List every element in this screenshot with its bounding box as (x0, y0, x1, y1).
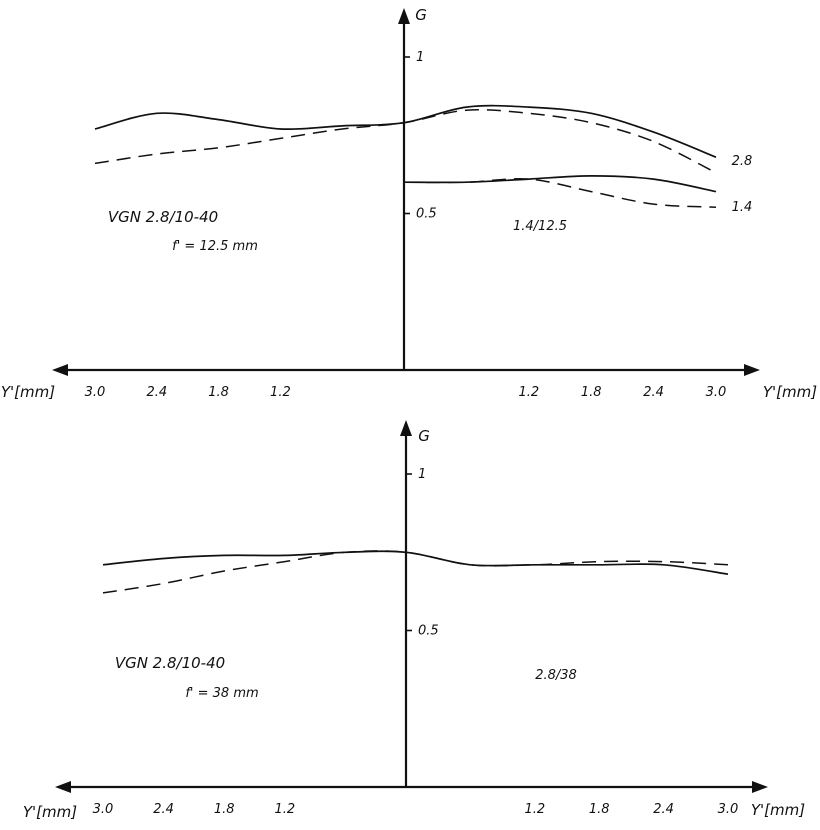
x-axis-label-right: Y'[mm] (763, 383, 817, 401)
series-label: 2.8 (732, 154, 753, 169)
focal-length-annotation: f' = 12.5 mm (172, 239, 258, 254)
x-tick-label: 3.0 (85, 385, 106, 400)
x-axis-label-right: Y'[mm] (751, 801, 805, 819)
x-tick-label: 2.4 (153, 802, 174, 817)
lens-annotation: VGN 2.8/10-40 (108, 208, 218, 226)
x-tick-label: 2.4 (643, 385, 664, 400)
x-tick-label: 1.2 (274, 802, 295, 817)
x-tick-label: 2.4 (653, 802, 674, 817)
x-axis-arrow-right (744, 364, 760, 376)
x-axis-arrow-left (52, 364, 68, 376)
x-tick-label: 2.4 (146, 385, 167, 400)
setting-annotation: 2.8/38 (535, 668, 577, 683)
y-tick-label: 0.5 (418, 624, 439, 639)
x-axis-label-left: Y'[mm] (23, 803, 77, 821)
x-axis-label-left: Y'[mm] (1, 383, 55, 401)
series-line-solid (102, 550, 729, 576)
series-label: 1.4 (732, 200, 753, 215)
x-tick-label: 3.0 (706, 385, 727, 400)
y-axis-label: G (415, 6, 427, 24)
x-axis-arrow-right (752, 781, 768, 793)
lens-annotation: VGN 2.8/10-40 (115, 654, 225, 672)
focal-length-annotation: f' = 38 mm (185, 686, 258, 701)
x-tick-label: 1.2 (270, 385, 291, 400)
x-tick-label: 3.0 (718, 802, 739, 817)
y-tick-label: 1 (418, 467, 426, 482)
series-line-dashed (94, 108, 717, 174)
x-tick-label: 1.8 (581, 385, 602, 400)
y-axis-arrow (398, 8, 410, 24)
x-tick-label: 1.8 (214, 802, 235, 817)
y-axis-label: G (418, 427, 430, 445)
x-tick-label: 3.0 (93, 802, 114, 817)
series-line-dashed (102, 550, 729, 594)
x-tick-label: 1.8 (589, 802, 610, 817)
x-tick-label: 1.2 (518, 385, 539, 400)
series-line-dashed (403, 178, 717, 208)
y-axis-arrow (400, 420, 412, 436)
setting-annotation: 1.4/12.5 (513, 219, 567, 234)
x-axis-arrow-left (55, 781, 71, 793)
x-tick-label: 1.8 (208, 385, 229, 400)
y-tick-label: 1 (416, 50, 424, 65)
x-tick-label: 1.2 (524, 802, 545, 817)
y-tick-label: 0.5 (416, 207, 437, 222)
